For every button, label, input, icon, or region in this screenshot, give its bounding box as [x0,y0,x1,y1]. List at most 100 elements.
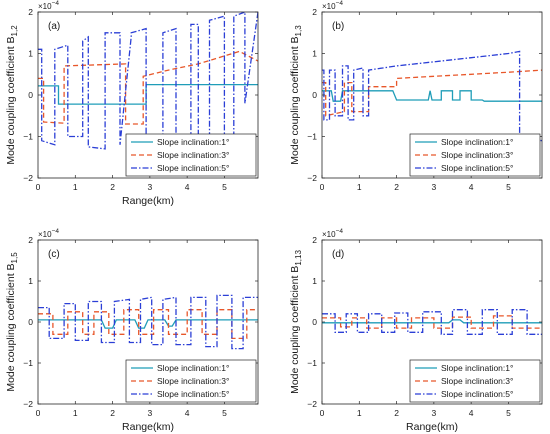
panel-label: (a) [48,21,60,32]
legend-entry: Slope inclination:5° [157,389,229,399]
panel-label: (d) [332,249,344,260]
y-tick-label: −1 [307,132,317,142]
axis-exponent-power: −4 [336,228,344,235]
y-tick-label: −2 [307,399,317,409]
y-tick-label: 2 [312,235,317,245]
legend: Slope inclination:1° Slope inclination:3°… [125,359,257,403]
x-tick-label: 3 [431,408,436,418]
legend-entry: Slope inclination:5° [441,389,513,399]
x-axis-label: Range(km) [122,421,174,433]
y-axis-label-subscript: 1,5 [10,252,19,264]
x-tick-label: 0 [36,408,41,418]
x-tick-label: 0 [320,408,325,418]
series-line [38,309,258,340]
legend-entry: Slope inclination:5° [441,163,513,173]
y-tick-label: 1 [312,49,317,59]
y-axis-label: Mode coupling coefficient B1,2 [5,25,19,165]
y-axis-label: Mode coupling coefficient B1,3 [289,25,303,165]
y-tick-label: 1 [28,276,33,286]
axis-exponent-power: −4 [336,0,344,7]
legend-entry: Slope inclination:5° [157,163,229,173]
series-line [322,315,542,329]
x-tick-label: 2 [394,408,399,418]
y-tick-label: 0 [28,317,33,327]
y-axis-label-subscript: 1,3 [294,25,303,37]
x-tick-label: 4 [469,408,474,418]
y-tick-label: 0 [28,90,33,100]
legend-entry: Slope inclination:1° [441,363,513,373]
legend: Slope inclination:1° Slope inclination:3°… [409,359,541,403]
legend-box [409,359,541,403]
axis-exponent-power: −4 [52,0,60,7]
axis-exponent: ×10−4 [322,228,343,239]
x-tick-label: 1 [73,408,78,418]
y-tick-label: 1 [312,276,317,286]
y-tick-label: 0 [312,90,317,100]
legend-entry: Slope inclination:1° [441,137,513,147]
y-tick-label: 2 [312,7,317,17]
legend: Slope inclination:1° Slope inclination:3°… [409,133,541,177]
y-tick-label: −1 [23,358,33,368]
y-tick-label: 1 [28,49,33,59]
axis-exponent: ×10−4 [38,0,59,11]
x-tick-label: 5 [506,182,511,192]
legend-entry: Slope inclination:1° [157,137,229,147]
chart-panel: 0 1 2 3 4 5 −2 −1 0 1 2 ×10−4 (b) Mode coupling coeff… [289,0,543,192]
x-tick-label: 2 [110,182,115,192]
axis-exponent: ×10−4 [38,228,59,239]
x-tick-label: 3 [147,182,152,192]
legend-entry: Slope inclination:1° [157,363,229,373]
x-tick-label: 5 [506,408,511,418]
series-line [322,50,542,142]
legend-entry: Slope inclination:3° [441,150,513,160]
x-tick-label: 3 [147,408,152,418]
y-tick-label: −1 [23,132,33,142]
chart-panel: 0 1 2 3 4 5 −2 −1 0 1 2 ×10−4 (a) Range(km) Mode coupl… [5,0,259,207]
chart-panel: 0 1 2 3 4 5 −2 −1 0 1 2 ×10−4 (d) Range(km) Mode coupl… [289,228,543,433]
series-line [322,319,542,324]
x-tick-label: 3 [431,182,436,192]
x-tick-label: 1 [73,182,78,192]
x-axis-label: Range(km) [122,195,174,207]
x-tick-label: 0 [320,182,325,192]
legend-entry: Slope inclination:3° [441,376,513,386]
legend-entry: Slope inclination:3° [157,376,229,386]
y-axis-label-subscript: 1,2 [10,25,19,37]
y-axis-label: Mode coupling coefficient B1,13 [289,250,303,394]
legend-entry: Slope inclination:3° [157,150,229,160]
x-tick-label: 2 [394,182,399,192]
y-tick-label: −2 [307,173,317,183]
axis-exponent: ×10−4 [322,0,343,11]
y-tick-label: −1 [307,358,317,368]
series-line [322,309,542,335]
x-tick-label: 5 [222,408,227,418]
series-line [38,12,258,175]
y-tick-label: 2 [28,7,33,17]
y-tick-label: −2 [23,173,33,183]
axis-exponent-power: −4 [52,228,60,235]
x-tick-label: 4 [469,182,474,192]
x-tick-label: 2 [110,408,115,418]
panel-label: (c) [48,249,60,260]
x-tick-label: 1 [357,408,362,418]
legend: Slope inclination:1° Slope inclination:3°… [125,133,257,177]
series-line [322,90,542,102]
x-tick-label: 4 [185,182,190,192]
y-tick-label: 2 [28,235,33,245]
panel-label: (b) [332,21,344,32]
x-axis-label: Range(km) [406,421,458,433]
y-tick-label: −2 [23,399,33,409]
chart-panel: 0 1 2 3 4 5 −2 −1 0 1 2 ×10−4 (c) Range(km) Mode coupl… [5,228,259,433]
x-tick-label: 1 [357,182,362,192]
x-tick-label: 5 [222,182,227,192]
x-tick-label: 0 [36,182,41,192]
y-tick-label: 0 [312,317,317,327]
series-line [38,83,258,105]
series-line [38,294,258,350]
y-axis-label-subscript: 1,13 [294,250,303,266]
y-axis-label: Mode coupling coefficient B1,5 [5,252,19,392]
x-tick-label: 4 [185,408,190,418]
series-line [38,319,258,329]
series-line [322,69,542,117]
